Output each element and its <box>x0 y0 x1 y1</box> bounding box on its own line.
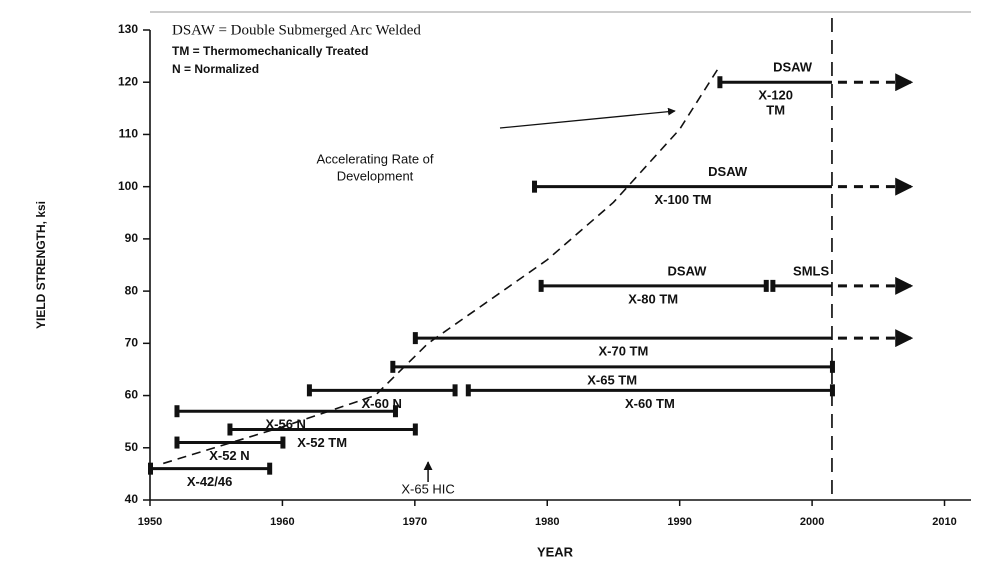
range-end <box>392 405 398 418</box>
range-end <box>390 360 396 373</box>
range-end <box>412 332 418 345</box>
range-end <box>717 76 723 89</box>
y-axis-label: YIELD STRENGTH, ksi <box>34 201 48 329</box>
note: N = Normalized <box>172 62 259 76</box>
range-end <box>532 180 538 193</box>
y-tick-label: 40 <box>125 492 139 506</box>
range-end <box>148 462 153 475</box>
segment-top-label: SMLS <box>793 263 829 278</box>
note: TM = Thermomechanically Treated <box>172 44 368 58</box>
trend-label: Accelerating Rate of <box>316 151 433 166</box>
range-end <box>280 436 286 449</box>
segment-label: X-60 N <box>361 396 401 411</box>
trend-label: Development <box>337 168 414 183</box>
y-tick-label: 100 <box>118 179 138 193</box>
segment-top-label: DSAW <box>667 263 707 278</box>
segment-label: X-56 N <box>265 417 305 432</box>
x-tick-label: 1980 <box>535 516 559 528</box>
range-end <box>174 405 180 418</box>
range-end <box>829 384 835 397</box>
range-end <box>452 384 458 397</box>
note: DSAW = Double Submerged Arc Welded <box>172 22 421 38</box>
x-tick-label: 1990 <box>667 516 691 528</box>
range-end <box>306 384 312 397</box>
trend-pointer <box>499 107 676 129</box>
y-tick-label: 80 <box>125 283 139 297</box>
segment-label: X-70 TM <box>598 344 648 359</box>
segment-label: X-80 TM <box>628 291 678 306</box>
segment-label: X-120 <box>758 88 793 103</box>
x-tick-label: 1970 <box>403 516 427 528</box>
range-end <box>227 423 233 436</box>
y-tick-label: 120 <box>118 74 138 88</box>
y-tick-label: 70 <box>125 336 139 350</box>
range-end <box>829 360 835 373</box>
x-tick-label: 1950 <box>138 516 162 528</box>
x-tick-label: 2010 <box>932 516 956 528</box>
x-tick-label: 2000 <box>800 516 824 528</box>
segment-top-label: DSAW <box>708 164 748 179</box>
segment-label: X-60 TM <box>625 396 675 411</box>
y-tick-label: 90 <box>125 231 139 245</box>
y-tick-label: 50 <box>125 440 139 454</box>
range-end <box>267 462 273 475</box>
segment-label: X-65 TM <box>587 372 637 387</box>
y-tick-label: 60 <box>125 388 139 402</box>
segment-label: TM <box>766 103 785 118</box>
x-axis-label: YEAR <box>537 544 574 559</box>
segment-label: X-100 TM <box>654 192 711 207</box>
segment-label: X-52 N <box>209 448 249 463</box>
range-end <box>465 384 471 397</box>
range-end <box>763 279 769 292</box>
segment-top-label: DSAW <box>773 60 813 75</box>
range-end <box>770 279 776 292</box>
segment-label: X-42/46 <box>187 474 233 489</box>
range-end <box>174 436 180 449</box>
y-tick-label: 130 <box>118 22 138 36</box>
trend-line <box>163 66 721 465</box>
y-tick-label: 110 <box>119 127 139 141</box>
x-tick-label: 1960 <box>270 516 294 528</box>
range-end <box>538 279 544 292</box>
annotation: X-65 HIC <box>401 481 454 496</box>
segment-label: X-52 TM <box>297 435 347 450</box>
range-end <box>412 423 418 436</box>
